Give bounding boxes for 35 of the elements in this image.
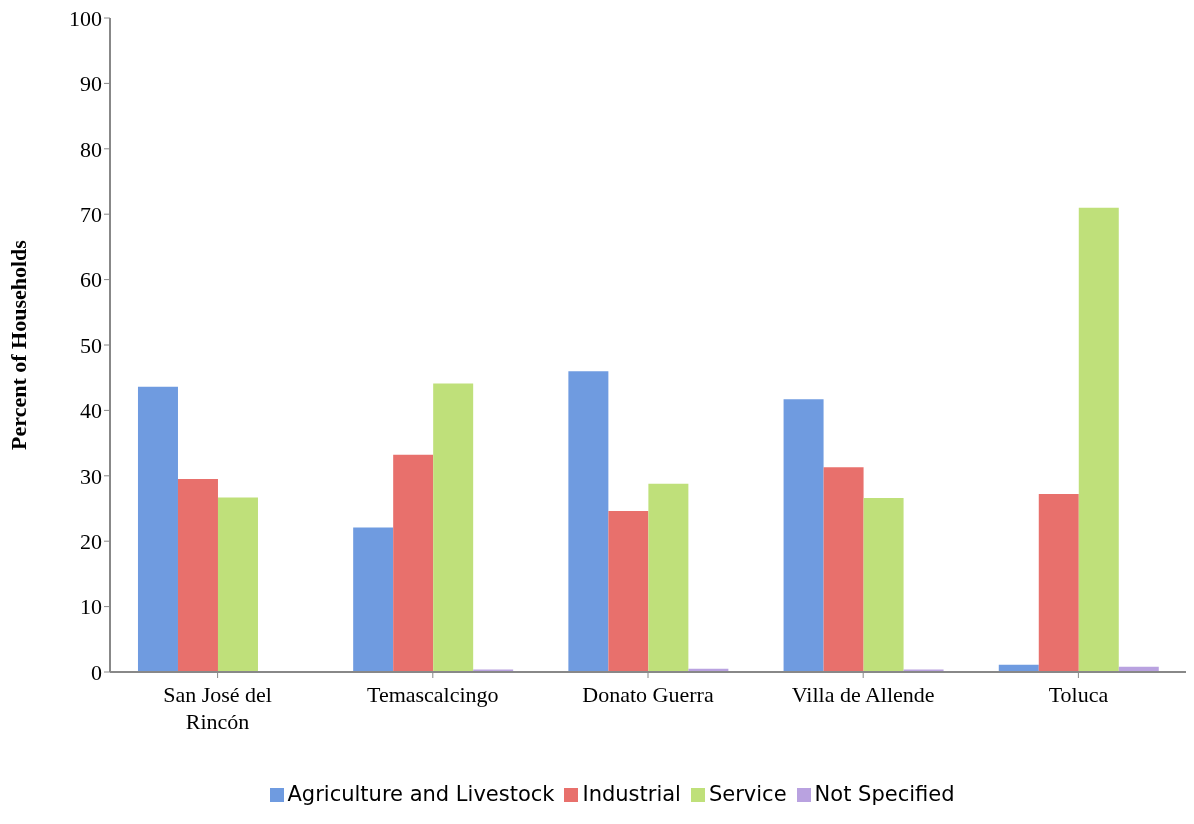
x-tick-label: Temascalcingo [366, 682, 499, 707]
bar [137, 386, 178, 672]
x-tick-label: San José del Rincón [163, 682, 272, 734]
y-tick-label: 40 [80, 398, 102, 424]
bar [433, 383, 474, 672]
bar [783, 399, 824, 672]
bar [353, 527, 394, 672]
y-axis-title: Percent of Households [5, 239, 31, 450]
bar [648, 483, 689, 672]
y-tick-label: 80 [80, 136, 102, 162]
bar [568, 371, 609, 672]
y-tick-label: 50 [80, 332, 102, 358]
bar [1078, 207, 1119, 672]
x-tick-label: Donato Guerra [582, 682, 714, 707]
legend-label: Not Specified [814, 782, 955, 806]
legend-label: Industrial [582, 782, 681, 806]
bar [823, 467, 864, 672]
y-tick-label: 30 [80, 463, 102, 489]
y-tick-label: 90 [80, 71, 102, 97]
legend-label: Service [708, 782, 787, 806]
x-tick-label: Villa de Allende [791, 682, 935, 707]
bar [177, 479, 218, 672]
y-tick-label: 70 [80, 202, 102, 228]
x-tick-label: Toluca [1048, 682, 1109, 707]
bar [863, 498, 904, 672]
y-tick-label: 20 [80, 529, 102, 555]
bar [1038, 494, 1079, 672]
y-tick-label: 60 [80, 267, 102, 293]
legend-label: Agriculture and Livestock [287, 782, 555, 806]
y-tick-label: 0 [91, 659, 102, 685]
bar [217, 497, 258, 672]
y-tick-label: 10 [80, 594, 102, 620]
bar [393, 454, 434, 672]
y-tick-label: 100 [69, 5, 102, 31]
bar [608, 511, 649, 672]
